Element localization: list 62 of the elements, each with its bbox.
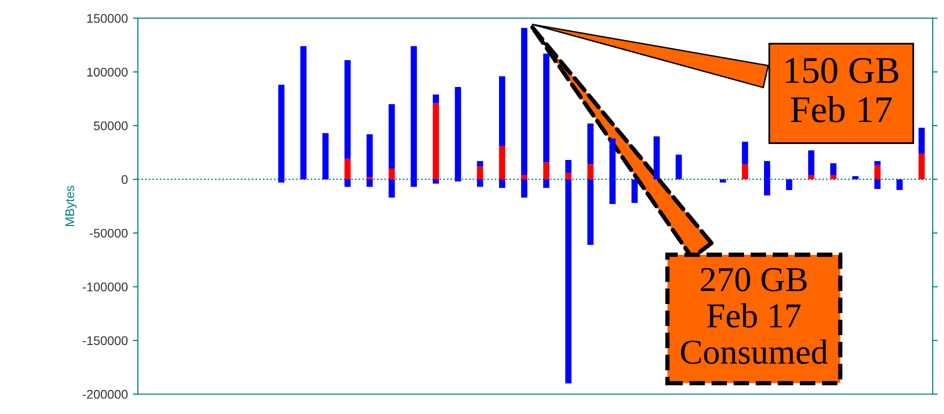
y-tick-label: -100000 (82, 282, 128, 292)
bar (720, 179, 726, 183)
y-tick-label: 100000 (87, 68, 128, 77)
bar (476, 161, 484, 166)
annotation: 270 GB Feb 17 Consumed (680, 268, 828, 364)
bar (565, 160, 572, 173)
bar (543, 54, 550, 162)
annotation: 150 GB Feb 17 (786, 58, 898, 122)
bar (874, 165, 881, 180)
bar (587, 123, 594, 164)
bar (852, 176, 858, 180)
bar (521, 179, 528, 198)
bar (830, 163, 836, 176)
bar (366, 179, 373, 187)
bar (278, 84, 284, 180)
bar (476, 166, 484, 180)
y-tick-label: 0 (122, 175, 128, 184)
bar (476, 179, 484, 187)
bar (300, 46, 307, 180)
bar (454, 86, 462, 180)
bar (344, 179, 351, 187)
bar (521, 175, 528, 180)
bar (565, 179, 572, 384)
bar (499, 179, 506, 188)
bar (676, 154, 682, 180)
bar (432, 103, 439, 180)
bar (543, 179, 550, 188)
bar (808, 150, 814, 176)
bar (366, 134, 373, 178)
bar (499, 76, 506, 146)
y-axis-title: MBytes (65, 186, 77, 226)
bar (388, 179, 395, 198)
bar (918, 154, 925, 180)
bar (786, 179, 792, 190)
bar (587, 164, 594, 180)
bar (587, 179, 594, 245)
bar (830, 175, 836, 180)
bar (432, 179, 439, 184)
bar (543, 162, 550, 180)
bar (499, 146, 506, 180)
bar (388, 104, 395, 169)
y-tick-label: 50000 (94, 121, 128, 130)
bar (388, 168, 395, 180)
bar (344, 60, 351, 159)
y-tick-label: -200000 (82, 390, 128, 399)
bar (432, 94, 439, 104)
y-tick-label: 150000 (87, 14, 128, 23)
bar (918, 128, 925, 154)
bar (565, 172, 572, 180)
bar (654, 136, 660, 180)
bar (322, 133, 329, 180)
bar (896, 179, 903, 190)
y-tick-label: -50000 (90, 228, 128, 238)
bar (874, 179, 881, 189)
bar (742, 142, 748, 164)
bar (742, 164, 748, 180)
bar (344, 158, 351, 180)
bar (808, 175, 814, 180)
bar (874, 161, 881, 166)
y-tick-label: -150000 (82, 336, 128, 346)
bar (632, 179, 638, 203)
bar (521, 28, 528, 176)
